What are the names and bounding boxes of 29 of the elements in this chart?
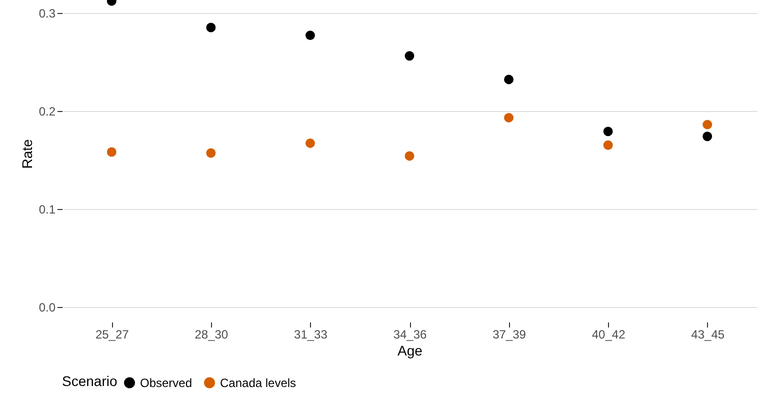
y-tick-label: 0.0: [38, 300, 56, 314]
point: [305, 30, 315, 40]
point: [603, 126, 613, 136]
point: [305, 138, 315, 148]
x-tick-label: 40_42: [592, 328, 626, 342]
y-tick-label: 0.3: [38, 6, 56, 20]
legend-title: Scenario: [62, 373, 118, 389]
point: [404, 51, 414, 61]
y-tick-label: 0.2: [38, 104, 56, 118]
x-tick-label: 37_39: [492, 328, 526, 342]
point: [603, 140, 613, 150]
point: [702, 132, 712, 142]
x-axis-title: Age: [398, 342, 423, 358]
x-tick-label: 31_33: [294, 328, 328, 342]
point: [206, 22, 216, 32]
x-tick-label: 34_36: [393, 328, 428, 342]
point: [504, 74, 514, 84]
x-tick-label: 43_45: [691, 328, 725, 342]
point: [106, 147, 116, 157]
x-tick-label: 25_27: [95, 328, 130, 342]
point: [404, 151, 414, 161]
point: [206, 148, 216, 158]
point: [504, 112, 514, 122]
x-tick-label: 28_30: [194, 328, 228, 342]
legend-label: Observed: [140, 376, 192, 390]
y-tick-label: 0.1: [38, 202, 56, 216]
y-axis-title: Rate: [18, 139, 35, 169]
legend-label: Canada levels: [220, 376, 296, 390]
point: [702, 120, 712, 130]
